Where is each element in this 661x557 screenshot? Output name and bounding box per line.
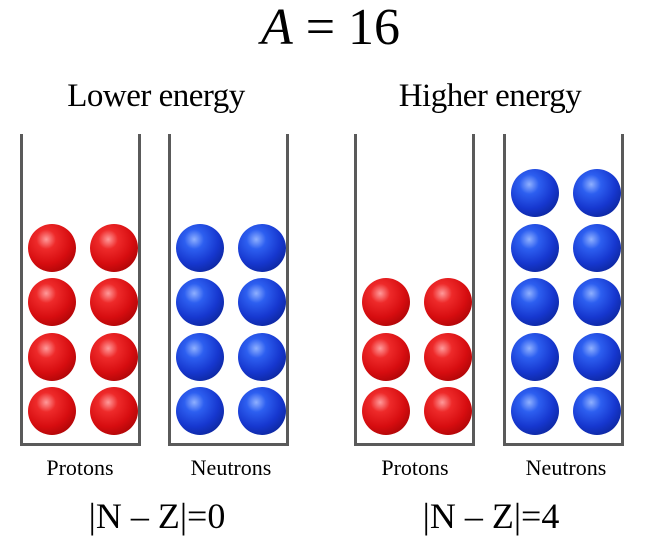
neutron-ball <box>238 223 286 272</box>
neutron-ball <box>573 169 621 217</box>
mass-number-title: A = 16 <box>0 0 661 58</box>
neutron-ball <box>511 278 559 326</box>
neutron-ball <box>573 387 621 435</box>
proton-ball <box>424 278 472 326</box>
higher-energy-protons-label: Protons <box>381 455 449 480</box>
neutron-ball <box>238 278 286 326</box>
lower-energy-protons-tube <box>20 134 141 446</box>
neutron-ball <box>238 387 286 435</box>
higher-energy-neutrons-tube <box>503 134 624 446</box>
proton-ball <box>362 387 410 435</box>
neutron-ball <box>176 278 224 326</box>
neutron-ball <box>511 169 559 217</box>
lower-energy-protons-label: Protons <box>46 455 114 480</box>
neutron-ball <box>573 223 621 272</box>
neutron-ball <box>176 223 224 272</box>
higher-energy-protons-tube <box>354 134 475 446</box>
lower-energy-neutrons-label: Neutrons <box>190 455 272 480</box>
proton-ball <box>90 332 138 381</box>
mass-number-variable: A <box>260 0 293 56</box>
higher-energy-neutrons-label: Neutrons <box>525 455 607 480</box>
neutron-ball <box>573 278 621 326</box>
higher-energy-label: Higher energy <box>398 78 582 114</box>
neutron-ball <box>511 332 559 381</box>
lower-energy-formula: |N – Z|=0 <box>88 496 226 536</box>
proton-ball <box>424 332 472 381</box>
proton-ball <box>90 223 138 272</box>
higher-energy-formula: |N – Z|=4 <box>422 496 560 536</box>
neutron-ball <box>176 332 224 381</box>
proton-ball <box>28 278 76 326</box>
neutron-ball <box>573 332 621 381</box>
proton-ball <box>90 387 138 435</box>
proton-ball <box>362 278 410 326</box>
neutron-ball <box>511 387 559 435</box>
neutron-ball <box>238 332 286 381</box>
neutron-ball <box>176 387 224 435</box>
lower-energy-neutrons-tube <box>168 134 289 446</box>
proton-ball <box>90 278 138 326</box>
proton-ball <box>28 332 76 381</box>
neutron-ball <box>511 223 559 272</box>
lower-energy-label: Lower energy <box>67 78 245 114</box>
proton-ball <box>362 332 410 381</box>
proton-ball <box>28 387 76 435</box>
proton-ball <box>424 387 472 435</box>
mass-number-value: = 16 <box>292 0 401 56</box>
proton-ball <box>28 223 76 272</box>
